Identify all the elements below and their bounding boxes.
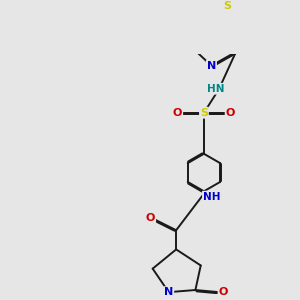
Text: NH: NH: [203, 192, 220, 202]
Text: O: O: [173, 108, 182, 118]
Text: O: O: [146, 213, 155, 223]
Text: O: O: [218, 287, 228, 297]
Text: N: N: [164, 287, 173, 297]
Text: S: S: [200, 108, 208, 118]
Text: N: N: [207, 61, 216, 71]
Text: S: S: [224, 1, 231, 11]
Text: O: O: [226, 108, 235, 118]
Text: HN: HN: [207, 84, 225, 94]
